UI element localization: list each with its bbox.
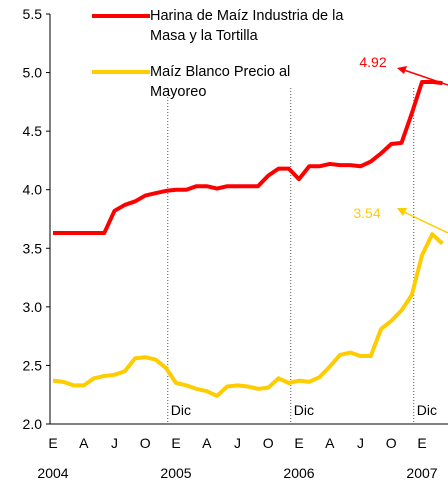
y-tick-label: 2.5 [23, 357, 43, 373]
divider-label: Dic [294, 402, 314, 418]
x-tick-label: O [140, 435, 151, 451]
x-group-label: 2007 [406, 465, 437, 481]
x-tick-label: A [202, 435, 212, 451]
annotation-arrow [403, 211, 448, 234]
x-group-label: 2006 [283, 465, 314, 481]
series-line [52, 232, 444, 398]
x-tick-label: O [263, 435, 274, 451]
x-tick-label: E [171, 435, 180, 451]
divider-label: Dic [171, 402, 191, 418]
y-tick-label: 3.0 [23, 299, 43, 315]
x-tick-label: E [417, 435, 426, 451]
y-tick-label: 4.0 [23, 182, 43, 198]
x-tick-label: A [325, 435, 335, 451]
x-tick-label: J [234, 435, 241, 451]
x-tick-label: A [79, 435, 89, 451]
x-group-label: 2004 [37, 465, 68, 481]
y-tick-label: 3.5 [23, 240, 43, 256]
y-tick-label: 4.5 [23, 123, 43, 139]
series-line [53, 79, 443, 236]
legend-label: Harina de Maíz Industria de la Masa y la… [150, 8, 344, 44]
x-tick-label: E [294, 435, 303, 451]
annotation-arrowhead [397, 66, 407, 74]
x-tick-label: O [386, 435, 397, 451]
x-tick-label: J [357, 435, 364, 451]
annotation: 3.54 [353, 205, 380, 221]
divider-label: Dic [417, 402, 437, 418]
legend-label: Maíz Blanco Precio al Mayoreo [150, 64, 291, 100]
y-tick-label: 5.5 [23, 6, 43, 22]
annotation: 4.92 [359, 54, 386, 70]
x-tick-label: E [48, 435, 57, 451]
y-tick-label: 2.0 [23, 416, 43, 432]
annotation-arrowhead [397, 208, 407, 216]
x-tick-label: J [111, 435, 118, 451]
y-tick-label: 5.0 [23, 65, 43, 81]
x-group-label: 2005 [160, 465, 191, 481]
